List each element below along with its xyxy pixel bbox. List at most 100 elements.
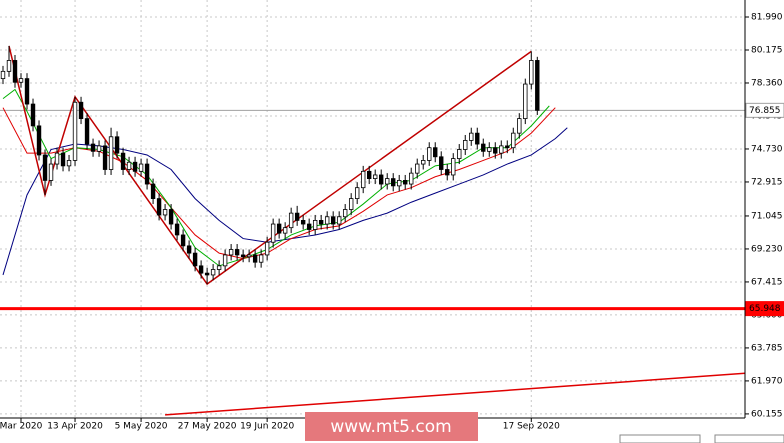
candle-body	[162, 209, 168, 216]
candle-body	[108, 136, 114, 170]
candle-body	[276, 223, 282, 234]
candle-body	[258, 254, 264, 263]
candle-body	[234, 249, 240, 256]
candle-body	[300, 220, 306, 225]
candle-body	[348, 198, 354, 210]
candle-body	[54, 152, 60, 165]
candle-body	[475, 132, 480, 145]
candle-body	[240, 254, 246, 258]
tab	[714, 434, 784, 443]
candle-body	[198, 265, 204, 274]
candle-body	[0, 70, 6, 80]
candle-body	[264, 241, 270, 256]
candle-body	[96, 145, 102, 152]
candle-body	[42, 154, 48, 181]
candle-body	[397, 180, 402, 187]
candle-body	[499, 145, 504, 154]
candle-body	[457, 149, 462, 160]
candle-body	[535, 60, 540, 111]
candle-body	[186, 245, 192, 254]
candle-body	[66, 160, 72, 167]
candle-body	[180, 234, 186, 247]
candle-body	[415, 163, 420, 174]
candle-body	[409, 172, 414, 185]
candle-body	[427, 147, 432, 161]
candle-body	[24, 78, 30, 105]
candle-body	[403, 180, 408, 185]
tab	[619, 434, 701, 443]
candle-body	[445, 169, 450, 176]
candle-body	[379, 174, 384, 185]
candle-body	[487, 147, 492, 152]
candle-body	[72, 101, 78, 161]
candle-body	[306, 223, 312, 230]
candle-body	[505, 145, 510, 149]
candle-body	[12, 60, 18, 83]
price-label-box	[745, 301, 784, 317]
y-tick-label: 69.230	[751, 244, 783, 254]
candle-body	[120, 152, 126, 170]
plot-area	[0, 45, 745, 416]
candle-body	[84, 118, 90, 145]
candle-body	[222, 254, 228, 267]
candle-body	[6, 60, 12, 72]
candle-body	[30, 103, 36, 127]
y-tick-label: 61.970	[751, 376, 783, 386]
y-tick-label: 72.915	[751, 177, 783, 187]
candle-body	[318, 220, 324, 225]
candle-body	[421, 160, 426, 165]
x-tick-label: 13 Apr 2020	[47, 422, 103, 432]
y-tick-label: 80.175	[751, 45, 783, 55]
watermark: www.mt5.com	[330, 417, 451, 437]
candle-body	[373, 174, 378, 179]
candle-body	[114, 136, 120, 154]
candle-body	[385, 178, 390, 185]
trend-line	[8, 45, 532, 286]
y-tick-label: 63.785	[751, 343, 783, 353]
watermark-box	[305, 412, 478, 441]
price-label: 76.855	[749, 106, 781, 116]
candle-body	[168, 209, 174, 225]
candle-body	[48, 163, 54, 181]
candle-body	[451, 158, 456, 176]
candle-body	[330, 216, 336, 225]
candle-body	[126, 161, 132, 170]
candle-body	[529, 60, 534, 85]
candle-body	[366, 170, 372, 179]
candle-body	[270, 223, 276, 243]
grid	[0, 0, 745, 418]
candle-body	[517, 118, 522, 134]
candle-body	[204, 272, 210, 276]
y-tick-label: 71.045	[751, 211, 783, 221]
candle-body	[523, 83, 528, 120]
candle-body	[439, 156, 444, 170]
candle-body	[228, 249, 234, 256]
candle-body	[360, 170, 366, 189]
axis-labels: 81.99080.17578.36076.54574.73072.91571.0…	[0, 12, 784, 432]
y-tick-label: 67.415	[751, 277, 783, 287]
candle-body	[294, 212, 300, 221]
price-label-box	[745, 102, 784, 118]
candle-body	[246, 254, 252, 258]
candle-body	[481, 143, 486, 152]
candle-body	[192, 252, 198, 267]
candle-body	[90, 143, 96, 152]
x-tick-label: 19 Jun 2020	[240, 422, 294, 432]
y-tick-label: 74.730	[751, 144, 783, 154]
x-tick-label: Mar 2020	[0, 422, 43, 432]
x-tick-label: 5 May 2020	[115, 422, 168, 432]
candle-body	[78, 101, 84, 120]
x-tick-label: 17 Sep 2020	[503, 422, 560, 432]
candle-body	[174, 223, 180, 236]
candle-body	[342, 209, 348, 218]
candle-body	[336, 216, 342, 225]
candle-body	[132, 161, 138, 172]
price-label: 65.948	[749, 304, 781, 314]
trend-line	[165, 372, 745, 416]
candle-body	[216, 265, 222, 270]
x-tick-label: 27 May 2020	[178, 422, 237, 432]
candle-body	[493, 147, 498, 154]
